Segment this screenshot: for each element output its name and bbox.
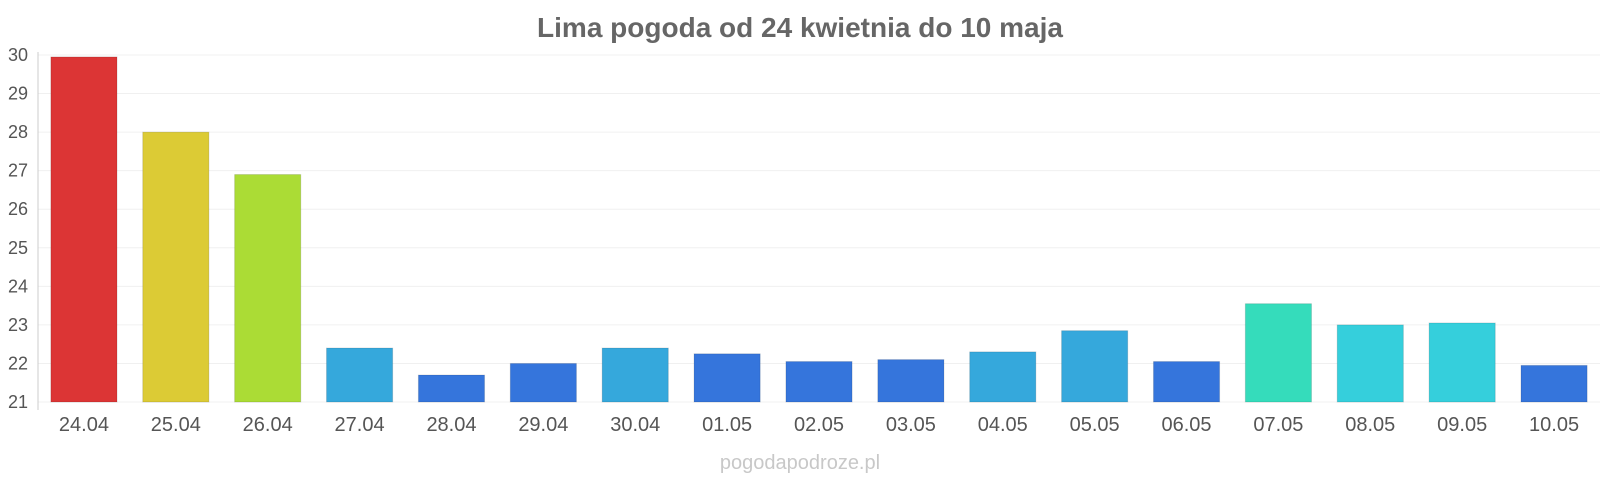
bar-10.05 xyxy=(1520,364,1588,403)
y-tick-label: 25 xyxy=(8,238,28,258)
y-tick-label: 22 xyxy=(8,353,28,373)
bar-26.04 xyxy=(234,174,302,403)
bar-04.05 xyxy=(969,351,1037,403)
y-tick-label: 21 xyxy=(8,392,28,412)
bar-02.05 xyxy=(785,361,853,403)
y-tick-label: 28 xyxy=(8,122,28,142)
x-axis-ticks: 24.04 25.04 26.04 27.04 28.04 29.04 30.04 01.05… xyxy=(59,414,1579,436)
y-tick-label: 30 xyxy=(8,45,28,65)
x-tick-label: 02.05 xyxy=(794,414,844,436)
y-axis-ticks: 21 22 23 24 25 26 27 28 29 30 xyxy=(8,45,28,412)
x-tick-label: 07.05 xyxy=(1253,414,1303,436)
x-tick-label: 03.05 xyxy=(886,414,936,436)
watermark: pogodapodroze.pl xyxy=(720,452,880,474)
x-tick-label: 05.05 xyxy=(1070,414,1120,436)
bar-30.04 xyxy=(601,347,669,403)
bar-07.05 xyxy=(1244,303,1312,403)
y-tick-label: 29 xyxy=(8,84,28,104)
bar-01.05 xyxy=(693,353,761,403)
x-tick-label: 04.05 xyxy=(978,414,1028,436)
y-tick-label: 27 xyxy=(8,161,28,181)
bar-29.04 xyxy=(509,362,577,403)
bar-27.04 xyxy=(326,347,394,403)
chart-title: Lima pogoda od 24 kwietnia do 10 maja xyxy=(537,12,1063,43)
x-tick-label: 29.04 xyxy=(518,414,568,436)
bar-03.05 xyxy=(877,359,945,403)
x-tick-label: 08.05 xyxy=(1345,414,1395,436)
bar-06.05 xyxy=(1152,361,1221,403)
y-tick-label: 24 xyxy=(8,276,28,296)
x-tick-label: 10.05 xyxy=(1529,414,1579,436)
x-tick-label: 01.05 xyxy=(702,414,752,436)
y-tick-label: 23 xyxy=(8,315,28,335)
bars xyxy=(50,56,1588,403)
bar-09.05 xyxy=(1428,322,1496,403)
x-tick-label: 27.04 xyxy=(335,414,385,436)
bar-05.05 xyxy=(1061,330,1129,403)
bar-24.04 xyxy=(50,56,118,403)
x-tick-label: 30.04 xyxy=(610,414,660,436)
x-tick-label: 06.05 xyxy=(1161,414,1211,436)
x-tick-label: 09.05 xyxy=(1437,414,1487,436)
x-tick-label: 24.04 xyxy=(59,414,109,436)
x-tick-label: 26.04 xyxy=(243,414,293,436)
bar-08.05 xyxy=(1336,324,1404,403)
y-tick-label: 26 xyxy=(8,199,28,219)
bar-25.04 xyxy=(142,131,210,403)
x-tick-label: 25.04 xyxy=(151,414,201,436)
bar-28.04 xyxy=(417,374,486,403)
x-tick-label: 28.04 xyxy=(426,414,476,436)
